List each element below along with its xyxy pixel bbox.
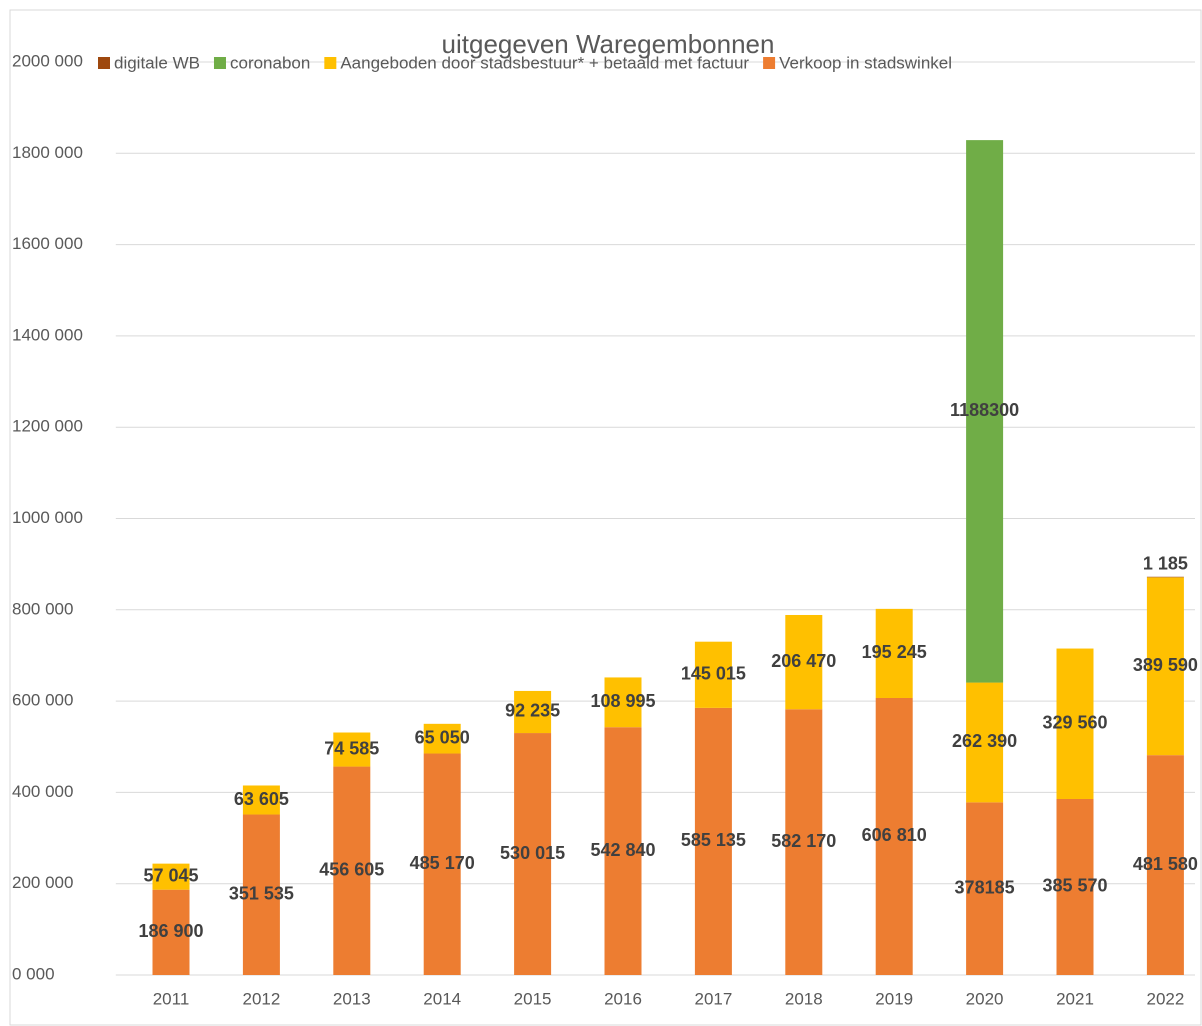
data-label: 389 590 [1133,655,1198,675]
data-label: 92 235 [505,701,560,721]
data-label: 63 605 [234,789,289,809]
x-tick-label: 2013 [333,989,371,1008]
legend-label: Aangeboden door stadsbestuur* + betaald … [340,53,749,72]
bar-segment [1146,755,1184,975]
y-tick-label: 800 000 [12,599,73,618]
x-tick-label: 2014 [423,989,461,1008]
bar-segment [966,682,1004,803]
data-label: 582 170 [771,831,836,851]
bar-segment [242,785,280,815]
data-label: 385 570 [1042,876,1107,896]
legend-swatch [324,57,337,69]
y-tick-label: 200 000 [12,873,73,892]
bar-segment [1146,576,1184,578]
bar-segment [333,766,371,975]
y-tick-label: 1200 000 [12,417,83,436]
data-label: 542 840 [590,840,655,860]
y-tick-label: 1000 000 [12,508,83,527]
y-tick-label: 400 000 [12,782,73,801]
bar-segment [152,889,190,975]
legend-label: Verkoop in stadswinkel [779,53,952,72]
bar-segment [1056,798,1094,975]
bar-segment [694,641,732,708]
data-label: 74 585 [324,738,379,758]
bar-segment [242,814,280,975]
bar-segment [604,727,642,975]
data-label: 378185 [955,877,1015,897]
y-tick-label: 1400 000 [12,325,83,344]
bar-segment [514,690,552,734]
chart-title: uitgegeven Waregembonnen [442,29,775,59]
bar-segment [1146,577,1184,756]
bar-segment [966,802,1004,975]
bar-segment [514,733,552,975]
data-label: 351 535 [229,884,294,904]
data-label: 262 390 [952,731,1017,751]
y-tick-label: 1600 000 [12,234,83,253]
legend-swatch [213,57,226,69]
legend-label: coronabon [230,53,310,72]
x-tick-label: 2018 [785,989,823,1008]
y-tick-label: 1800 000 [12,143,83,162]
bar-segment [694,707,732,975]
x-tick-label: 2019 [875,989,913,1008]
bar-segment [875,697,913,975]
bar-segment [1056,648,1094,799]
x-tick-label: 2020 [966,989,1004,1008]
bar-segment [152,863,190,890]
data-label: 329 560 [1042,713,1107,733]
bar-segment [423,723,461,754]
bar-segment [785,709,823,975]
bar-segment [423,753,461,975]
bar-segment [785,614,823,710]
data-label: 65 050 [415,727,470,747]
x-tick-label: 2011 [153,989,190,1008]
x-tick-label: 2012 [242,989,280,1008]
data-label: 195 245 [862,642,927,662]
data-label: 530 015 [500,843,565,863]
data-label: 485 170 [410,853,475,873]
x-tick-label: 2022 [1146,989,1184,1008]
data-label: 108 995 [590,691,655,711]
data-label: 481 580 [1133,854,1198,874]
data-label: 57 045 [143,865,198,885]
y-tick-label: 2000 000 [12,51,83,70]
data-label: 456 605 [319,860,384,880]
bar-segment [604,677,642,728]
bar-segment [333,732,371,767]
y-tick-label: 600 000 [12,691,73,710]
x-tick-label: 2017 [694,989,732,1008]
data-label: 145 015 [681,664,746,684]
legend-swatch [763,57,776,69]
x-tick-label: 2015 [514,989,552,1008]
bar-segment [875,608,913,698]
data-label: 585 135 [681,830,746,850]
data-label: 1188300 [950,400,1019,420]
bar-segment [966,140,1004,683]
data-label: 206 470 [771,651,836,671]
data-label: 606 810 [862,825,927,845]
data-label: 1 185 [1143,554,1188,574]
x-tick-label: 2016 [604,989,642,1008]
x-tick-label: 2021 [1056,989,1094,1008]
y-tick-label: 0 000 [12,964,55,983]
data-label: 186 900 [138,921,203,941]
legend-swatch [98,57,110,69]
legend-label: digitale WB [114,53,200,72]
